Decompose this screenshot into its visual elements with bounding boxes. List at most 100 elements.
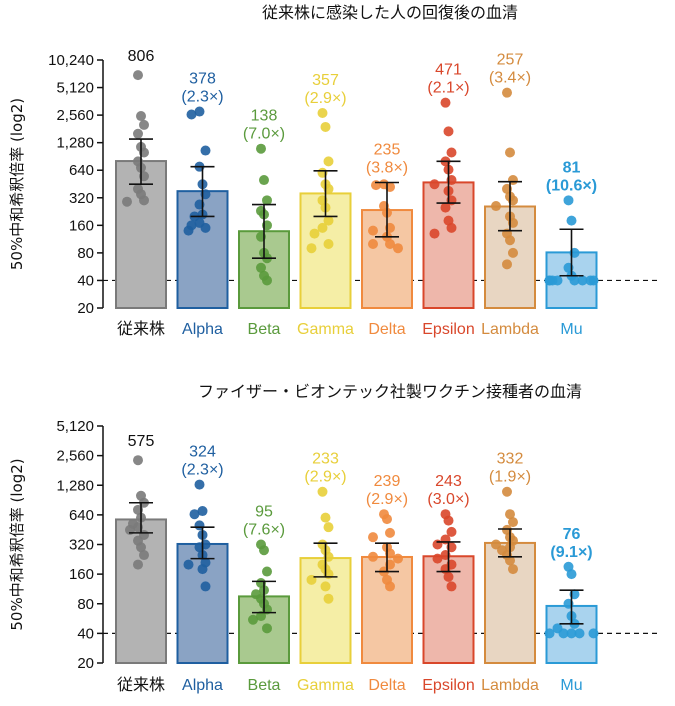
data-point <box>440 97 451 108</box>
data-point <box>133 455 143 466</box>
y-axis-label: 50%中和希釈倍率 (log2) <box>8 458 26 630</box>
data-point <box>306 243 317 254</box>
data-point <box>566 628 577 639</box>
data-point <box>200 145 211 156</box>
data-point <box>446 147 457 158</box>
fold-change-label: (3.0×) <box>427 491 469 508</box>
y-tick-label: 2,560 <box>56 107 94 124</box>
value-label: 324 <box>189 444 216 461</box>
fold-change-label: (7.0×) <box>243 126 285 143</box>
data-point <box>432 553 443 564</box>
data-point <box>256 143 266 154</box>
y-tick-label: 20 <box>77 655 94 672</box>
value-label: 76 <box>563 526 581 543</box>
category-label: Delta <box>368 677 405 694</box>
category-label: Gamma <box>297 677 354 694</box>
category-label: Mu <box>560 677 582 694</box>
data-point <box>385 581 395 592</box>
fold-change-label: (7.6×) <box>243 522 285 539</box>
data-point <box>505 235 515 246</box>
data-point <box>574 628 585 639</box>
value-label: 575 <box>128 433 155 450</box>
data-point <box>194 479 205 490</box>
fold-change-label: (2.9×) <box>304 90 346 107</box>
category-label: Beta <box>248 677 281 694</box>
data-point <box>566 569 577 580</box>
data-point <box>186 109 197 120</box>
value-label: 243 <box>435 473 462 490</box>
data-point <box>443 515 454 526</box>
data-point <box>262 566 272 577</box>
data-point <box>262 275 272 286</box>
data-point <box>508 247 518 258</box>
data-point <box>446 526 457 537</box>
y-tick-label: 1,280 <box>56 135 94 152</box>
data-point <box>133 70 143 81</box>
y-tick-label: 2,560 <box>56 448 94 465</box>
data-point <box>139 550 149 561</box>
data-point <box>262 195 272 206</box>
data-point <box>502 486 512 497</box>
data-point <box>393 553 403 564</box>
data-point <box>323 156 334 167</box>
fold-change-label: (2.3×) <box>181 89 223 106</box>
data-point <box>323 522 334 533</box>
fold-change-label: (9.1×) <box>550 544 592 561</box>
data-point <box>393 243 403 254</box>
fold-change-label: (1.9×) <box>489 469 531 486</box>
value-label: 257 <box>497 52 524 69</box>
data-point <box>122 196 132 207</box>
data-point <box>577 275 588 286</box>
data-point <box>323 593 334 604</box>
category-label: Mu <box>560 321 582 338</box>
y-tick-label: 640 <box>69 507 94 524</box>
category-label: 従来株 <box>117 320 165 338</box>
fold-change-label: (2.3×) <box>181 462 223 479</box>
y-tick-label: 320 <box>69 537 94 554</box>
data-point <box>569 275 580 286</box>
data-point <box>317 107 328 118</box>
fold-change-label: (3.4×) <box>489 70 531 87</box>
category-label: Beta <box>248 321 281 338</box>
data-point <box>183 225 194 236</box>
data-point <box>133 559 143 570</box>
data-point <box>189 509 200 520</box>
data-point <box>563 195 574 206</box>
value-label: 239 <box>374 473 401 490</box>
value-label: 332 <box>497 451 524 468</box>
y-tick-label: 20 <box>77 300 94 317</box>
data-point <box>139 195 149 206</box>
data-point <box>443 126 454 137</box>
data-point <box>505 509 515 520</box>
data-point <box>544 275 555 286</box>
category-label: Lambda <box>481 321 539 338</box>
data-point <box>446 222 457 233</box>
data-point <box>443 571 454 582</box>
value-label: 81 <box>563 159 581 176</box>
y-tick-label: 640 <box>69 162 94 179</box>
data-point <box>248 614 258 625</box>
y-tick-label: 160 <box>69 566 94 583</box>
data-point <box>368 225 378 236</box>
value-label: 806 <box>128 48 155 65</box>
data-point <box>200 222 211 233</box>
category-label: Delta <box>368 321 405 338</box>
data-point <box>566 215 577 226</box>
y-tick-label: 320 <box>69 190 94 207</box>
data-point <box>197 564 208 575</box>
data-point <box>194 106 205 117</box>
data-point <box>323 239 334 250</box>
chart-title: ファイザー・ビオンテック社製ワクチン接種者の血清 <box>198 382 582 401</box>
data-point <box>508 564 518 575</box>
fold-change-label: (3.8×) <box>366 159 408 176</box>
data-point <box>317 222 328 233</box>
chart-title: 従来株に感染した人の回復後の血清 <box>262 3 518 22</box>
chart-convalescent: 従来株に感染した人の回復後の血清 50%中和希釈倍率 (log2) 20 40 80 16… <box>8 3 660 338</box>
category-label: Alpha <box>182 321 223 338</box>
fold-change-label: (2.1×) <box>427 80 469 97</box>
y-tick-label: 5,120 <box>56 80 94 97</box>
y-tick-label: 80 <box>77 596 94 613</box>
chart-vaccinated: ファイザー・ビオンテック社製ワクチン接種者の血清 50%中和希釈倍率 (log2)… <box>8 382 660 694</box>
data-point <box>371 180 381 191</box>
